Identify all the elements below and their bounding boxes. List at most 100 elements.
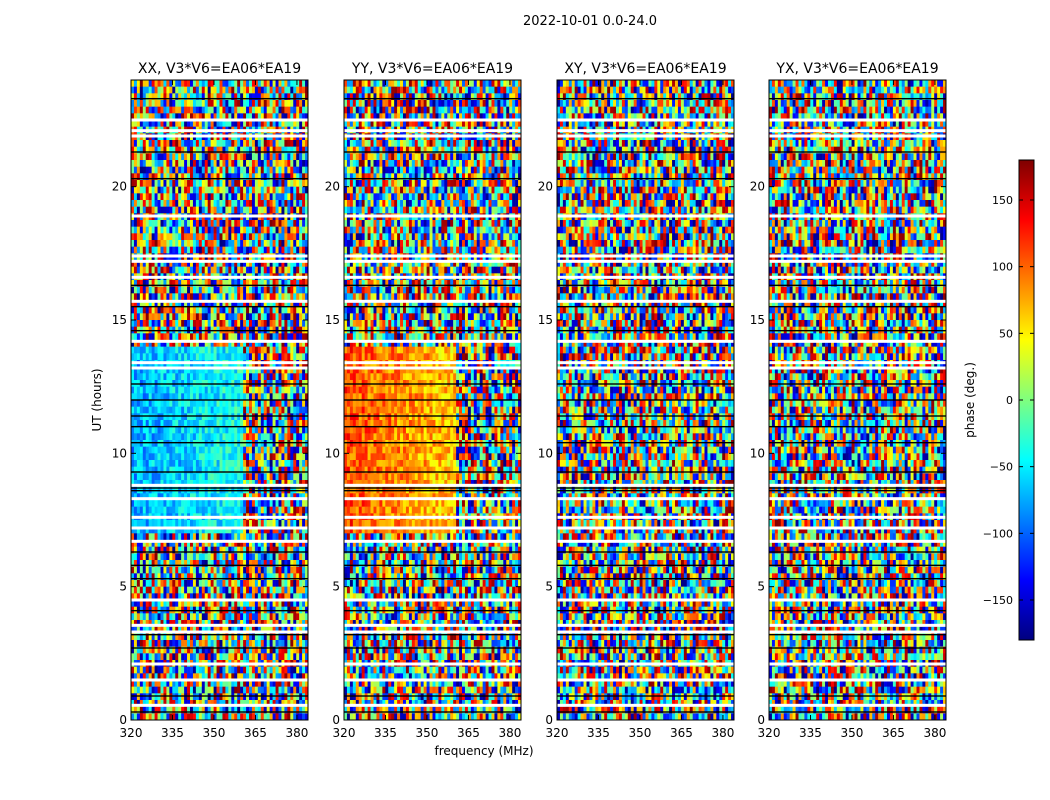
flagged-row — [557, 367, 734, 370]
black-row — [344, 578, 521, 579]
black-row — [557, 711, 734, 712]
x-tick-label: 365 — [882, 726, 905, 740]
x-tick-label: 350 — [416, 726, 439, 740]
flagged-row — [557, 516, 734, 519]
black-row — [131, 383, 308, 384]
black-row — [131, 399, 308, 400]
black-row — [769, 383, 946, 384]
black-row — [131, 151, 308, 152]
y-tick-label: 10 — [538, 446, 553, 460]
colorbar-tick-label: 50 — [999, 327, 1013, 340]
flagged-row — [769, 276, 946, 279]
black-row — [769, 442, 946, 443]
flagged-row — [131, 135, 308, 138]
flagged-row — [557, 300, 734, 303]
x-axis-label: frequency (MHz) — [434, 744, 533, 758]
flagged-row — [557, 340, 734, 343]
flagged-row — [131, 276, 308, 279]
black-row — [344, 442, 521, 443]
y-tick-label: 15 — [538, 313, 553, 327]
y-tick-label: 20 — [538, 180, 553, 194]
black-row — [769, 426, 946, 427]
black-row — [131, 490, 308, 491]
flagged-row — [557, 129, 734, 132]
black-row — [131, 487, 308, 488]
black-row — [557, 634, 734, 635]
flagged-row — [769, 255, 946, 258]
x-tick-label: 335 — [374, 726, 397, 740]
flagged-row — [131, 367, 308, 370]
black-row — [344, 634, 521, 635]
y-tick-label: 20 — [112, 180, 127, 194]
black-row — [557, 695, 734, 696]
flagged-row — [131, 527, 308, 530]
y-tick-label: 20 — [325, 180, 340, 194]
flagged-row — [769, 340, 946, 343]
y-tick-label: 10 — [112, 446, 127, 460]
flagged-row — [769, 624, 946, 627]
black-row — [344, 487, 521, 488]
flagged-row — [769, 361, 946, 364]
flagged-row — [557, 704, 734, 707]
y-tick-label: 10 — [325, 446, 340, 460]
flagged-row — [344, 527, 521, 530]
black-row — [344, 426, 521, 427]
x-tick-label: 350 — [841, 726, 864, 740]
black-row — [557, 415, 734, 416]
x-tick-label: 380 — [498, 726, 521, 740]
black-row — [769, 647, 946, 648]
flagged-row — [557, 679, 734, 682]
black-row — [769, 551, 946, 552]
black-row — [344, 565, 521, 566]
flagged-row — [344, 129, 521, 132]
black-row — [769, 330, 946, 331]
flagged-row — [344, 361, 521, 364]
flagged-row — [131, 631, 308, 634]
flagged-row — [769, 497, 946, 500]
black-row — [131, 711, 308, 712]
y-tick-label: 15 — [112, 313, 127, 327]
x-tick-label: 380 — [923, 726, 946, 740]
black-row — [769, 711, 946, 712]
black-row — [769, 399, 946, 400]
black-row — [769, 471, 946, 472]
flagged-row — [131, 599, 308, 602]
black-row — [344, 647, 521, 648]
black-row — [769, 285, 946, 286]
flagged-row — [557, 255, 734, 258]
flagged-row — [131, 624, 308, 627]
black-row — [769, 565, 946, 566]
black-row — [344, 551, 521, 552]
flagged-row — [131, 129, 308, 132]
black-row — [557, 426, 734, 427]
flagged-row — [131, 663, 308, 666]
black-row — [131, 634, 308, 635]
flagged-row — [131, 540, 308, 543]
black-row — [344, 306, 521, 307]
black-row — [344, 151, 521, 152]
black-row — [131, 98, 308, 99]
black-row — [557, 285, 734, 286]
black-row — [131, 442, 308, 443]
y-tick-label: 0 — [545, 713, 553, 727]
black-row — [557, 647, 734, 648]
colorbar-tick-label: 100 — [992, 261, 1013, 274]
black-row — [769, 306, 946, 307]
flagged-row — [344, 215, 521, 218]
x-tick-label: 320 — [333, 726, 356, 740]
flagged-row — [769, 215, 946, 218]
flagged-row — [131, 361, 308, 364]
x-tick-label: 365 — [670, 726, 693, 740]
black-row — [557, 151, 734, 152]
black-row — [344, 490, 521, 491]
flagged-row — [344, 119, 521, 122]
black-row — [557, 490, 734, 491]
colorbar-tick-label: 0 — [1006, 394, 1013, 407]
black-row — [557, 471, 734, 472]
black-row — [344, 695, 521, 696]
black-row — [557, 399, 734, 400]
